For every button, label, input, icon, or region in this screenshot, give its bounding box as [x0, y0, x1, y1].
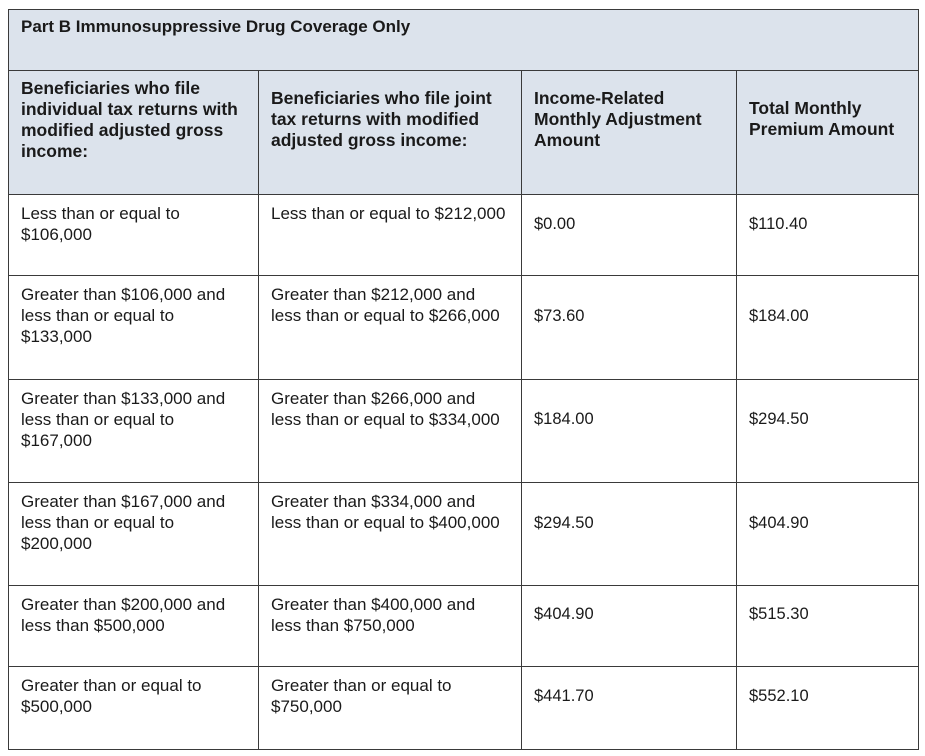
cell-irmaa: $73.60 [521, 275, 737, 380]
table-row: Less than or equal to $106,000 Less than… [8, 194, 920, 276]
header-joint: Beneficiaries who file joint tax returns… [258, 70, 522, 195]
cell-total: $404.90 [735, 482, 920, 586]
cell-individual: Greater than or equal to $500,000 [8, 666, 259, 750]
caption-row: Part B Immunosuppressive Drug Coverage O… [7, 9, 920, 71]
cell-irmaa: $294.50 [521, 482, 737, 586]
cell-individual: Greater than $200,000 and less than $500… [8, 585, 259, 667]
table-caption: Part B Immunosuppressive Drug Coverage O… [7, 9, 920, 71]
cell-individual: Greater than $133,000 and less than or e… [8, 379, 259, 483]
premium-table: Part B Immunosuppressive Drug Coverage O… [7, 9, 920, 750]
cell-irmaa: $0.00 [521, 194, 737, 276]
cell-total: $110.40 [735, 194, 920, 276]
table-row: Greater than or equal to $500,000 Greate… [8, 666, 920, 750]
cell-total: $294.50 [735, 379, 920, 483]
cell-joint: Less than or equal to $212,000 [258, 194, 522, 276]
table-row: Greater than $106,000 and less than or e… [8, 275, 920, 380]
cell-total: $515.30 [735, 585, 920, 667]
cell-total: $184.00 [735, 275, 920, 380]
header-individual: Beneficiaries who file individual tax re… [8, 70, 259, 195]
cell-individual: Less than or equal to $106,000 [8, 194, 259, 276]
cell-irmaa: $184.00 [521, 379, 737, 483]
cell-joint: Greater than or equal to $750,000 [258, 666, 522, 750]
table-row: Greater than $167,000 and less than or e… [8, 482, 920, 586]
cell-irmaa: $441.70 [521, 666, 737, 750]
header-irmaa: Income-Related Monthly Adjustment Amount [521, 70, 737, 195]
table-row: Greater than $133,000 and less than or e… [8, 379, 920, 483]
cell-joint: Greater than $400,000 and less than $750… [258, 585, 522, 667]
header-total-premium: Total Monthly Premium Amount [735, 70, 920, 195]
cell-joint: Greater than $212,000 and less than or e… [258, 275, 522, 380]
cell-joint: Greater than $266,000 and less than or e… [258, 379, 522, 483]
cell-joint: Greater than $334,000 and less than or e… [258, 482, 522, 586]
cell-total: $552.10 [735, 666, 920, 750]
header-row: Beneficiaries who file individual tax re… [8, 70, 920, 195]
table-row: Greater than $200,000 and less than $500… [8, 585, 920, 667]
cell-irmaa: $404.90 [521, 585, 737, 667]
cell-individual: Greater than $167,000 and less than or e… [8, 482, 259, 586]
cell-individual: Greater than $106,000 and less than or e… [8, 275, 259, 380]
